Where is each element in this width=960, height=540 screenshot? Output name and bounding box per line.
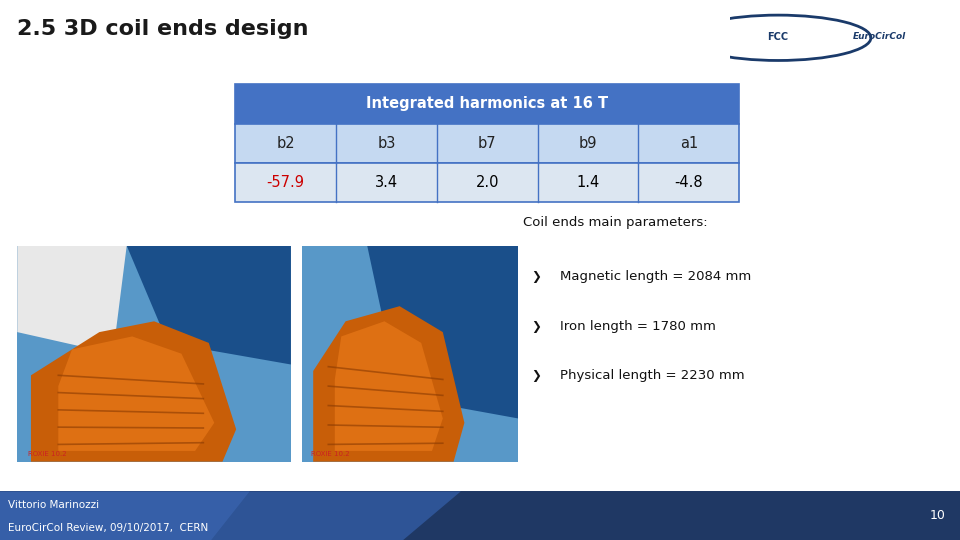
Polygon shape	[335, 321, 443, 451]
Text: 1.4: 1.4	[576, 175, 600, 190]
Text: Magnetic length = 2084 mm: Magnetic length = 2084 mm	[560, 270, 751, 283]
Text: -4.8: -4.8	[675, 175, 703, 190]
Text: ROXIE 10.2: ROXIE 10.2	[311, 451, 349, 457]
Text: ROXIE 10.2: ROXIE 10.2	[28, 451, 67, 457]
Bar	[235, 163, 739, 202]
Text: EuroCirCol Review, 09/10/2017,  CERN: EuroCirCol Review, 09/10/2017, CERN	[8, 523, 208, 533]
Text: Iron length = 1780 mm: Iron length = 1780 mm	[560, 320, 715, 333]
Text: 2.5 3D coil ends design: 2.5 3D coil ends design	[17, 19, 309, 39]
Text: b3: b3	[377, 136, 396, 151]
Text: b2: b2	[276, 136, 295, 151]
Bar	[235, 124, 739, 163]
Text: b7: b7	[478, 136, 496, 151]
Text: ❯: ❯	[531, 369, 540, 382]
Text: Physical length = 2230 mm: Physical length = 2230 mm	[560, 369, 744, 382]
Text: -57.9: -57.9	[267, 175, 304, 190]
Polygon shape	[59, 336, 214, 451]
Text: Vittorio Marinozzi: Vittorio Marinozzi	[8, 500, 99, 510]
Text: 2.0: 2.0	[475, 175, 499, 190]
Polygon shape	[0, 491, 461, 540]
Text: a1: a1	[680, 136, 698, 151]
Polygon shape	[17, 246, 127, 354]
Text: 10: 10	[929, 509, 946, 522]
Text: FCC: FCC	[768, 32, 789, 42]
Polygon shape	[313, 306, 465, 462]
Polygon shape	[367, 246, 518, 418]
Polygon shape	[127, 246, 291, 364]
Text: ❯: ❯	[531, 270, 540, 283]
Polygon shape	[0, 491, 250, 540]
Text: ❯: ❯	[531, 320, 540, 333]
Text: 3.4: 3.4	[374, 175, 398, 190]
Polygon shape	[31, 321, 236, 462]
Text: EuroCirCol: EuroCirCol	[853, 32, 906, 41]
Text: Integrated harmonics at 16 T: Integrated harmonics at 16 T	[366, 97, 609, 111]
Text: b9: b9	[579, 136, 597, 151]
Text: Coil ends main parameters:: Coil ends main parameters:	[523, 216, 708, 229]
Bar	[235, 84, 739, 124]
